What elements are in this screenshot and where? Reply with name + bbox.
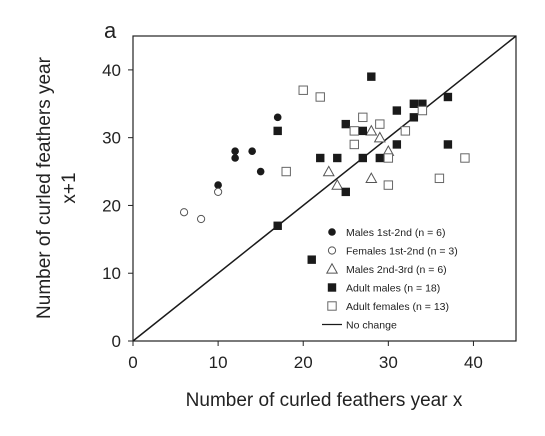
x-tick-label: 20 <box>294 353 313 372</box>
open-circle-marker <box>214 187 223 196</box>
legend-symbol <box>327 283 337 292</box>
open-square-marker <box>349 139 359 150</box>
legend-entry-label: Males 1st-2nd (n = 6) <box>346 227 446 239</box>
y-tick-label: 20 <box>102 196 121 215</box>
open-square-marker <box>315 92 325 102</box>
x-tick-label: 10 <box>209 353 228 372</box>
x-tick-label: 40 <box>464 353 483 372</box>
filled-square-marker <box>307 255 316 264</box>
filled-square-marker <box>375 153 385 163</box>
y-axis-ticks: 0 10 20 30 40 <box>102 61 133 351</box>
filled-square-marker <box>409 113 419 122</box>
legend-symbol <box>327 246 337 255</box>
filled-square-marker <box>333 153 342 163</box>
filled-circle-marker <box>273 113 282 122</box>
open-triangle-marker <box>331 178 344 190</box>
filled-circle-marker <box>248 147 256 156</box>
open-square-marker <box>349 126 359 136</box>
legend-entry-label: Males 2nd-3rd (n = 6) <box>346 264 447 276</box>
filled-square-marker <box>367 72 376 81</box>
legend-symbol <box>327 301 337 311</box>
no-change-line-path <box>132 35 517 342</box>
legend-entry-label: Females 1st-2nd (n = 3) <box>346 246 458 258</box>
open-square-marker <box>417 105 428 116</box>
y-tick-label: 30 <box>102 129 121 148</box>
filled-circle-marker <box>214 181 222 189</box>
open-triangle-marker <box>373 131 386 143</box>
filled-square-marker <box>443 140 453 149</box>
filled-square-marker <box>409 99 419 108</box>
filled-circle-marker <box>231 154 239 162</box>
plot-border <box>132 35 517 342</box>
data-markers <box>179 72 470 264</box>
open-circle-marker <box>196 214 206 224</box>
y-tick-label: 10 <box>102 264 121 283</box>
y-axis-title-line-2: x+1 <box>59 172 80 203</box>
open-triangle-marker <box>365 124 378 136</box>
open-square-marker <box>383 180 394 190</box>
no-change-line <box>132 35 517 342</box>
panel-label: a <box>104 18 117 43</box>
legend-symbol <box>328 228 336 236</box>
x-axis-title: Number of curled feathers year x <box>186 390 463 411</box>
legend-entry-label: Adult males (n = 18) <box>346 283 440 295</box>
filled-square-marker <box>358 153 367 163</box>
legend-entry-label: Adult females (n = 13) <box>346 301 449 313</box>
filled-square-marker <box>341 187 350 197</box>
open-triangle-marker <box>322 165 335 177</box>
filled-square-marker <box>443 92 453 102</box>
filled-circle-marker <box>231 147 239 156</box>
open-square-marker <box>460 153 470 163</box>
y-axis-title-line-1: Number of curled feathers year <box>34 56 55 319</box>
filled-square-marker <box>273 126 282 136</box>
legend: Males 1st-2nd (n = 6) Females 1st-2nd (n … <box>322 227 458 332</box>
filled-square-marker <box>392 140 402 149</box>
x-tick-label: 30 <box>379 353 398 372</box>
open-square-marker <box>298 85 308 95</box>
open-square-marker <box>358 112 368 123</box>
y-tick-label: 0 <box>112 332 121 351</box>
x-axis-ticks: 0 10 20 30 40 <box>128 341 483 372</box>
filled-square-marker <box>358 126 367 136</box>
filled-circle-marker <box>256 167 265 176</box>
open-square-marker <box>434 173 445 184</box>
open-square-marker <box>400 126 411 136</box>
open-square-marker <box>375 119 385 129</box>
legend-symbol <box>325 262 339 274</box>
y-tick-label: 40 <box>102 61 121 80</box>
filled-square-marker <box>341 119 350 129</box>
open-square-marker <box>383 153 394 163</box>
filled-square-marker <box>392 106 402 115</box>
filled-square-marker <box>418 99 427 108</box>
plot-frame <box>132 35 517 342</box>
open-circle-marker <box>179 208 189 217</box>
x-tick-label: 0 <box>128 353 137 372</box>
open-square-marker <box>281 166 291 177</box>
open-triangle-marker <box>365 172 378 183</box>
filled-square-marker <box>316 153 325 163</box>
filled-square-marker <box>273 221 282 230</box>
legend-entry-label: No change <box>346 320 397 332</box>
